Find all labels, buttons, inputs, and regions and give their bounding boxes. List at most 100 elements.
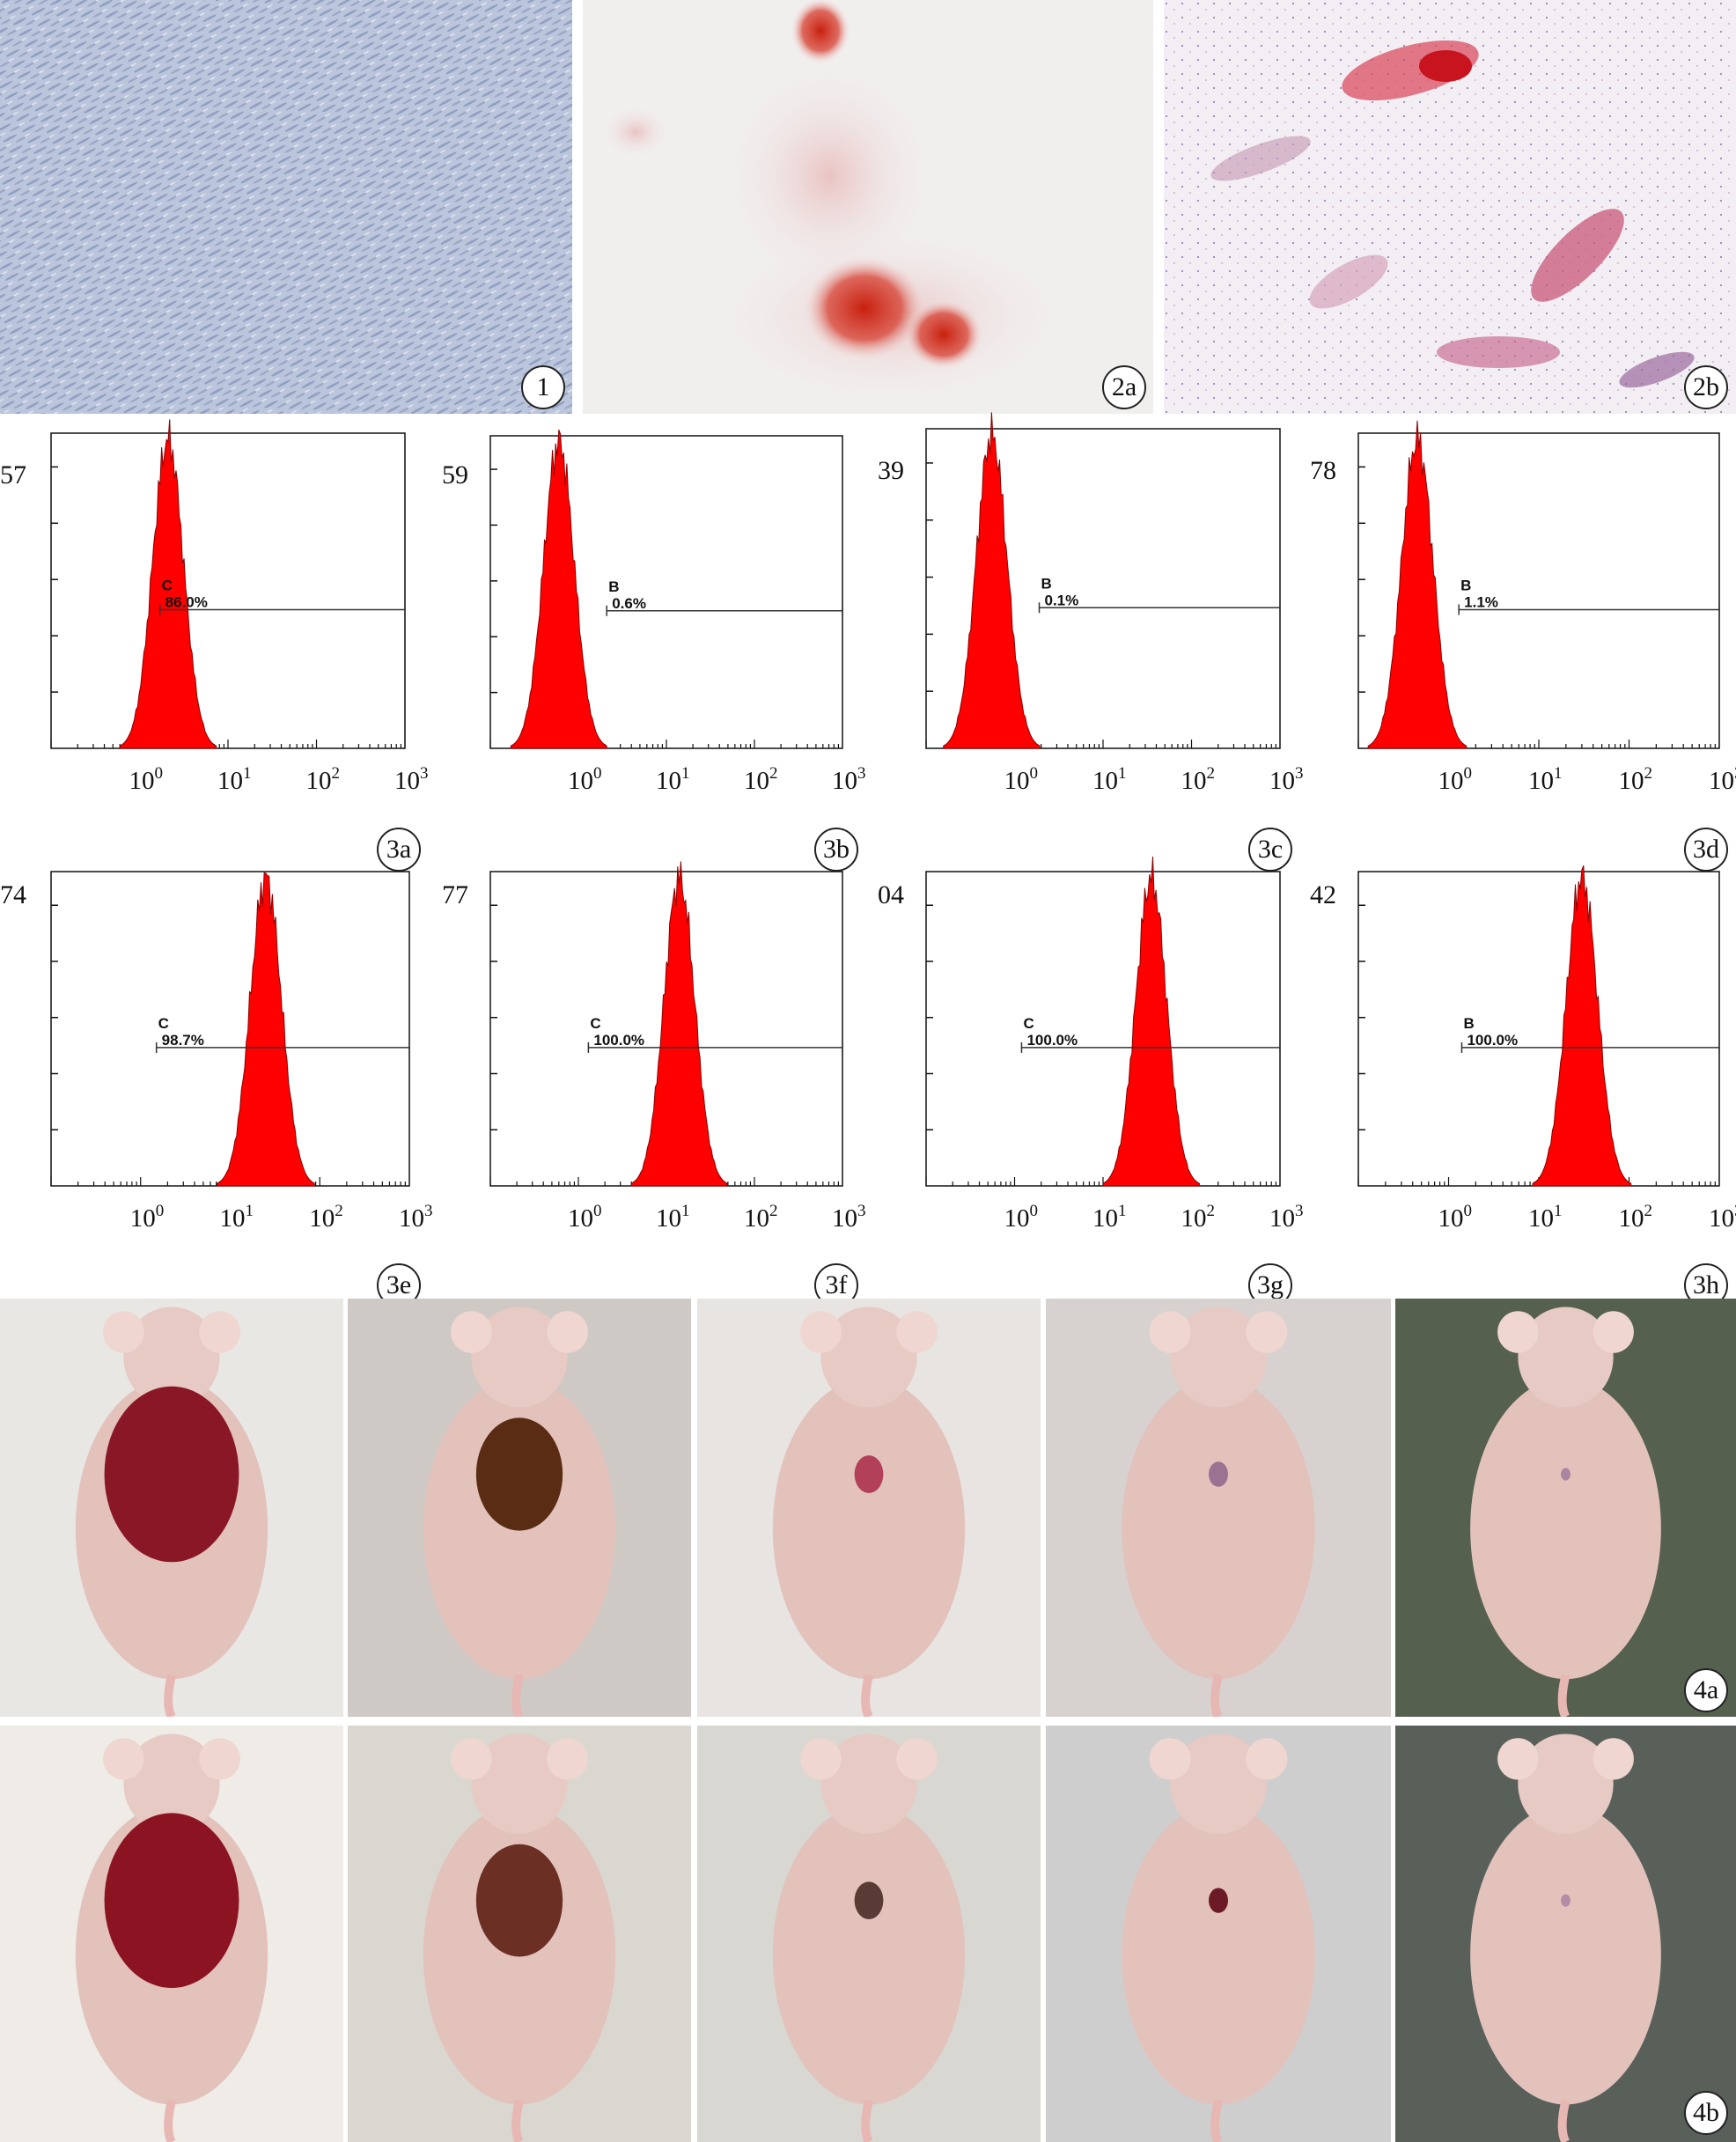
label-badge-4b: 4b	[1684, 2091, 1728, 2135]
label-badge-3c: 3c	[1248, 828, 1292, 872]
y-max-label: 77	[442, 880, 468, 909]
gate-percent: 0.6%	[612, 595, 646, 612]
x-tick-label: 101	[1092, 1202, 1127, 1233]
histogram-distribution	[217, 872, 315, 1187]
histogram-distribution	[630, 861, 728, 1187]
mouse-image	[0, 1726, 343, 2142]
gate-name: B	[1463, 1015, 1474, 1032]
label-badge-2b: 2b	[1684, 365, 1728, 409]
y-max-label: 42	[1310, 880, 1336, 909]
x-tick-label: 102	[1619, 1202, 1653, 1233]
histogram-distribution	[1102, 856, 1200, 1187]
x-tick-label: 100	[129, 764, 164, 795]
gate-name: B	[608, 578, 619, 595]
mouse-photo-4a-4	[1046, 1299, 1391, 1717]
x-tick-label: 103	[1269, 1202, 1304, 1233]
mouse-image	[697, 1299, 1041, 1717]
photo-panel-2b	[1164, 0, 1736, 414]
gate-percent: 98.7%	[162, 1032, 204, 1049]
label-badge-3d: 3d	[1684, 828, 1728, 872]
mouse-photo-4b-5	[1395, 1726, 1736, 2142]
mouse-photo-4a-1	[0, 1299, 343, 1717]
x-tick-label: 103	[832, 1202, 866, 1233]
x-tick-label: 100	[1438, 764, 1473, 795]
x-tick-label: 102	[1181, 764, 1216, 795]
histogram-panel-3g: C 100.0% 100 101 102 103	[925, 856, 1304, 1248]
mouse-photo-4b-4	[1046, 1726, 1391, 2142]
mouse-image	[0, 1299, 343, 1717]
label-badge-1: 1	[521, 365, 565, 409]
x-tick-label: 101	[220, 1202, 254, 1233]
gate-percent: 1.1%	[1464, 593, 1498, 610]
histogram-svg: C98.7% 100 101 102 103	[50, 871, 433, 1233]
histogram-panel-3e: C 98.7% 100 101 102 103	[50, 871, 433, 1248]
gate-percent: 0.1%	[1045, 592, 1079, 608]
x-tick-label: 100	[130, 1202, 165, 1233]
label-badge-3a: 3a	[377, 828, 421, 872]
histogram-distribution	[510, 430, 607, 749]
y-max-label: 04	[878, 880, 904, 909]
gate-percent: 86.0%	[166, 593, 208, 610]
x-tick-label: 100	[1004, 1202, 1039, 1233]
x-tick-label: 101	[656, 764, 690, 795]
x-tick-label: 101	[1092, 764, 1127, 795]
x-tick-label: 102	[1619, 764, 1653, 795]
gate-name: C	[1023, 1015, 1034, 1032]
x-tick-label: 102	[744, 764, 778, 795]
gate-name: C	[590, 1015, 600, 1032]
mouse-image	[697, 1726, 1041, 2142]
label-badge-4a: 4a	[1684, 1668, 1728, 1712]
y-max-label: 39	[878, 456, 904, 485]
histogram-panel-3b: B 0.6% 100 101 102 103	[489, 430, 866, 810]
stain-image-2a	[583, 0, 1153, 414]
histogram-panel-3d: B1.1% 100 101 102 103	[1357, 420, 1736, 810]
x-tick-label: 102	[1181, 1202, 1216, 1233]
histogram-distribution	[1532, 865, 1632, 1187]
x-tick-label: 100	[568, 1202, 602, 1233]
x-tick-label: 102	[744, 1202, 778, 1233]
photo-panel-2a	[583, 0, 1153, 414]
mouse-photo-4b-3	[697, 1726, 1041, 2142]
gate-percent: 100.0%	[1026, 1032, 1078, 1049]
mouse-photo-4a-5	[1395, 1299, 1736, 1717]
mouse-image	[1046, 1299, 1391, 1717]
mouse-image	[1395, 1726, 1736, 2142]
y-max-label: 57	[0, 460, 26, 489]
x-tick-label: 103	[399, 1202, 433, 1233]
gate-name: C	[158, 1015, 169, 1032]
histogram-distribution	[943, 412, 1041, 749]
x-tick-label: 101	[1528, 764, 1563, 795]
mouse-image	[348, 1299, 691, 1717]
gate-name: C	[162, 577, 173, 593]
histogram-panel-3f: C 100.0% 100 101 102 103	[489, 861, 866, 1248]
x-tick-label: 103	[1269, 764, 1304, 795]
mouse-photo-4b-2	[348, 1726, 691, 2142]
x-tick-label: 102	[309, 1202, 343, 1233]
x-tick-label: 103	[1709, 1202, 1736, 1233]
x-tick-label: 101	[217, 764, 252, 795]
label-badge-3b: 3b	[814, 828, 858, 872]
stain-image-2b	[1164, 0, 1736, 414]
plot-frame	[50, 432, 406, 749]
x-tick-label: 103	[394, 764, 429, 795]
x-tick-label: 102	[306, 764, 341, 795]
mouse-image	[348, 1726, 691, 2142]
plot-frame	[50, 871, 410, 1187]
mouse-image	[1395, 1299, 1736, 1717]
gate-percent: 100.0%	[1467, 1032, 1518, 1049]
histogram-distribution	[1367, 420, 1468, 749]
photo-panel-1	[0, 0, 572, 414]
x-tick-label: 100	[1004, 764, 1039, 795]
x-tick-label: 103	[832, 764, 866, 795]
histogram-svg: B0.6% 100 101 102 103	[489, 430, 866, 795]
x-tick-label: 101	[656, 1202, 690, 1233]
gate-name: B	[1460, 577, 1471, 593]
gate-percent: 100.0%	[593, 1032, 644, 1049]
x-tick-label: 100	[1438, 1202, 1473, 1233]
mouse-image	[1046, 1726, 1391, 2142]
x-tick-label: 100	[568, 764, 602, 795]
y-max-label: 78	[1310, 456, 1336, 485]
plot-frame	[1357, 871, 1720, 1187]
